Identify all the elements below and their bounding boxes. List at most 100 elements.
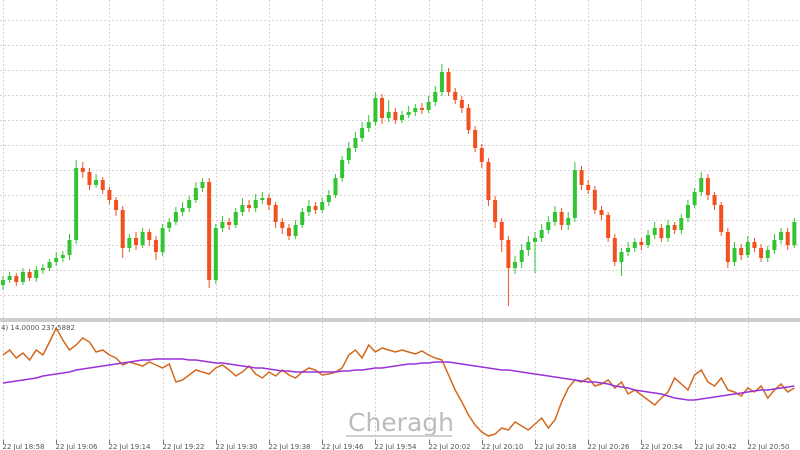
candle-body: [173, 212, 178, 222]
x-tick-label: 22 Jul 20:26: [588, 443, 631, 450]
x-tick-label: 22 Jul 20:18: [535, 443, 577, 450]
candle-body: [47, 262, 52, 268]
indicator-line: [2, 326, 795, 437]
candle-body: [459, 100, 464, 108]
candle-body: [34, 270, 39, 278]
candle-body: [87, 172, 92, 185]
candle-body: [772, 240, 777, 250]
candle-body: [759, 248, 764, 258]
candle-body: [685, 205, 690, 218]
candle-body: [779, 232, 784, 240]
candle-body: [193, 188, 198, 200]
x-tick-label: 22 Jul 19:06: [56, 443, 99, 450]
candle-body: [120, 210, 125, 248]
candle-body: [705, 178, 710, 195]
candle-body: [326, 195, 331, 202]
candle-body: [592, 190, 597, 210]
candle-body: [632, 242, 637, 248]
x-tick-label: 22 Jul 19:38: [269, 443, 311, 450]
candle-body: [659, 228, 664, 238]
candle-body: [552, 212, 557, 222]
candle-body: [306, 206, 311, 212]
candle-body: [566, 218, 571, 225]
candle-body: [513, 262, 518, 268]
candle-body: [187, 200, 192, 208]
candle-body: [346, 148, 351, 160]
candle-body: [446, 72, 451, 92]
candle-body: [320, 202, 325, 210]
candle-body: [652, 228, 657, 235]
candle-body: [1, 280, 5, 285]
candle-body: [400, 115, 404, 120]
candle-body: [167, 222, 172, 228]
candle-body: [273, 205, 278, 222]
x-tick-label: 22 Jul 20:02: [429, 443, 471, 450]
candle-body: [639, 242, 644, 245]
candle-body: [160, 228, 165, 252]
candle-body: [426, 102, 431, 110]
candle-body: [293, 225, 298, 236]
candle-body: [692, 192, 697, 205]
candle-body: [380, 98, 385, 118]
x-tick-label: 22 Jul 19:14: [109, 443, 152, 450]
candle-body: [67, 240, 72, 255]
candle-body: [140, 232, 145, 245]
x-tick-label: 22 Jul 20:10: [482, 443, 524, 450]
candle-body: [672, 225, 677, 230]
candle-body: [526, 242, 531, 250]
candle-body: [606, 215, 611, 238]
candle-body: [386, 112, 391, 118]
candle-body: [533, 238, 537, 242]
candle-body: [280, 222, 285, 228]
candle-body: [60, 255, 65, 258]
candle-body: [732, 248, 737, 262]
candle-body: [220, 222, 225, 228]
candle-body: [300, 212, 305, 225]
candle-body: [539, 230, 544, 238]
candle-body: [74, 168, 79, 240]
candle-body: [333, 178, 338, 195]
candle-body: [466, 108, 471, 130]
candle-body: [247, 205, 252, 208]
candle-body: [712, 195, 717, 205]
candle-body: [493, 200, 498, 222]
candle-body: [479, 148, 484, 162]
candle-body: [519, 250, 524, 262]
candle-body: [599, 210, 604, 215]
candle-body: [180, 208, 185, 212]
candle-body: [27, 272, 32, 278]
candle-body: [612, 238, 617, 262]
candle-body: [559, 212, 564, 225]
candle-body: [200, 182, 205, 188]
candle-body: [506, 240, 511, 268]
candle-body: [406, 112, 411, 115]
candle-body: [439, 72, 444, 92]
candle-body: [626, 248, 631, 252]
x-tick-label: 22 Jul 19:30: [216, 443, 258, 450]
candle-body: [20, 272, 25, 282]
candle-body: [340, 160, 345, 178]
candle-body: [453, 92, 458, 100]
candle-body: [752, 242, 757, 248]
candle-body: [153, 240, 158, 252]
candle-body: [473, 130, 478, 148]
candle-body: [579, 170, 584, 185]
candle-body: [433, 92, 438, 102]
candle-body: [486, 162, 491, 200]
candle-body: [107, 190, 112, 200]
candle-body: [719, 205, 724, 232]
candle-body: [393, 112, 398, 120]
candle-body: [7, 276, 12, 280]
candle-body: [147, 232, 152, 240]
candle-body: [260, 198, 265, 200]
candle-body: [127, 238, 132, 248]
x-tick-label: 22 Jul 18:58: [3, 443, 45, 450]
candle-body: [546, 222, 551, 230]
candle-body: [114, 200, 119, 210]
candle-body: [253, 200, 258, 208]
candle-body: [745, 242, 750, 255]
x-tick-label: 22 Jul 20:34: [641, 443, 684, 450]
candle-body: [666, 225, 670, 238]
candle-body: [572, 170, 577, 218]
